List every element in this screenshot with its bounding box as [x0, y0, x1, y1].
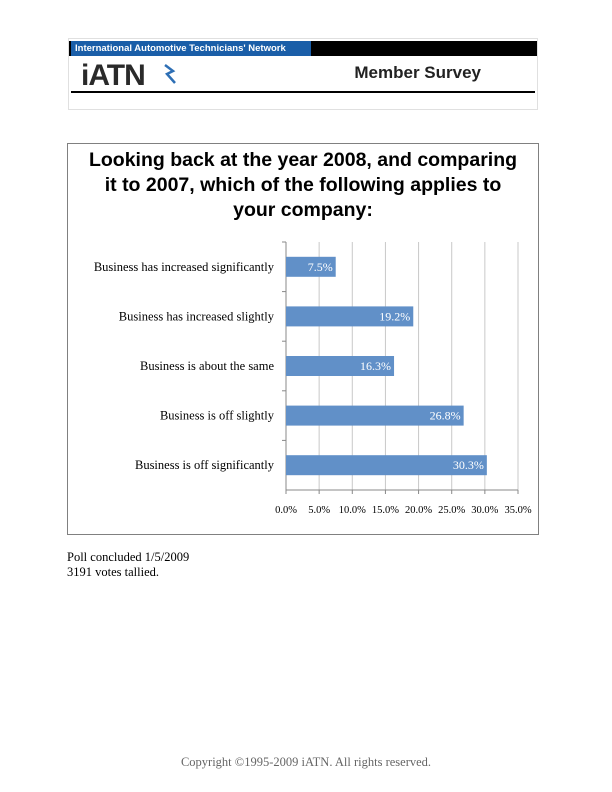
header-rule: [71, 91, 535, 93]
x-tick-label: 5.0%: [308, 505, 330, 516]
bar: [286, 356, 395, 376]
x-tick-label: 15.0%: [372, 505, 399, 516]
bar: [286, 455, 487, 476]
iatn-logo: iATN: [81, 59, 146, 92]
bar: [286, 256, 336, 277]
poll-concluded: Poll concluded 1/5/2009: [67, 550, 190, 564]
lightning-icon: [164, 64, 176, 84]
bar-chart: 0.0% 5.0% 10.0% 15.0% 20.0% 25.0% 30.0% 35.0% Bu…: [94, 241, 532, 516]
survey-header: International Automotive Technicians' Ne…: [68, 38, 538, 110]
bar-value-label: 30.3%: [453, 458, 484, 472]
x-tick-label: 30.0%: [471, 505, 498, 516]
header-bar: International Automotive Technicians' Ne…: [69, 41, 537, 56]
x-tick-label: 35.0%: [504, 505, 531, 516]
poll-notes: Poll concluded 1/5/2009 3191 votes talli…: [67, 550, 189, 580]
bar-value-label: 16.3%: [360, 359, 391, 373]
category-label: Business has increased significantly: [94, 260, 275, 274]
category-label: Business is off slightly: [160, 409, 275, 423]
category-label: Business is off significantly: [135, 458, 275, 472]
copyright-text: Copyright ©1995-2009 iATN. All rights re…: [180, 755, 432, 769]
category-label: Business is about the same: [140, 359, 274, 373]
bar-value-label: 7.5%: [308, 260, 333, 274]
bar-value-label: 19.2%: [379, 309, 410, 323]
survey-title: Member Survey: [354, 63, 481, 82]
x-tick-label: 20.0%: [405, 505, 432, 516]
bar: [286, 405, 464, 426]
bar: [286, 306, 414, 327]
chart-title: Looking back at the year 2008, and compa…: [88, 149, 518, 221]
chart-frame: Looking back at the year 2008, and compa…: [67, 143, 539, 535]
votes-tallied: 3191 votes tallied.: [67, 565, 159, 579]
x-tick-label: 0.0%: [275, 505, 297, 516]
x-tick-label: 25.0%: [438, 505, 465, 516]
category-label: Business has increased slightly: [119, 309, 275, 323]
network-name: International Automotive Technicians' Ne…: [71, 41, 311, 56]
x-tick-label: 10.0%: [339, 505, 366, 516]
bar-value-label: 26.8%: [430, 409, 461, 423]
